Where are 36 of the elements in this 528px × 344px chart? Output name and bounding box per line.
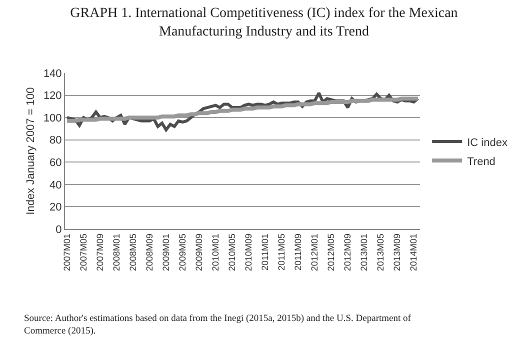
x-tick-label: 2010M01 [210,234,221,272]
x-tick-label: 2012M01 [310,234,320,272]
x-tick-label: 2012M09 [342,234,353,272]
legend-label: Trend [467,156,496,168]
x-tick-label: 2010M09 [244,234,254,272]
x-tick-label: 2009M09 [194,234,204,272]
source-note: Source: Author's estimations based on data from the Inegi (2015a, 2015b) and the U.S. Department of Commerce (2015). [24,314,412,336]
y-tick-label: 120 [43,90,62,102]
x-tick-label: 2014M01 [408,234,419,272]
x-tick-label: 2011M01 [260,234,270,270]
x-tick-label: 2008M05 [128,234,138,272]
y-tick-label: 100 [43,112,62,124]
x-tick-label: 2009M01 [161,234,172,272]
x-tick-label: 2009M05 [178,234,188,272]
x-tick-label: 2007M05 [78,234,89,272]
x-tick-label: 2013M05 [376,234,386,272]
y-tick-label: 40 [50,179,62,192]
legend-label: IC index [467,136,508,149]
x-tick-label: 2013M01 [359,234,370,272]
y-tick-label: 20 [50,202,62,214]
x-tick-label: 2012M05 [326,234,336,272]
y-tick-label: 0 [56,224,62,236]
y-tick-label: 140 [43,68,62,80]
y-axis-title: Index January 2007 = 100 [25,87,38,215]
y-tick-label: 80 [50,134,62,147]
x-tick-label: 2011M05 [276,234,287,270]
x-tick-label: 2013M09 [392,234,402,272]
line-series [65,96,420,123]
x-tick-label: 2007M09 [95,234,106,272]
x-tick-label: 2008M01 [112,234,122,272]
x-tick-label: 2011M09 [293,234,304,270]
x-tick-label: 2010M05 [227,234,238,272]
chart-title: GRAPH 1. International Competitiveness (IC) index for the Mexican Manufacturing Industry and its Trend [70,6,458,40]
y-tick-label: 60 [50,156,62,169]
x-tick-label: 2008M09 [144,234,155,272]
x-tick-label: 2007M01 [62,234,72,272]
